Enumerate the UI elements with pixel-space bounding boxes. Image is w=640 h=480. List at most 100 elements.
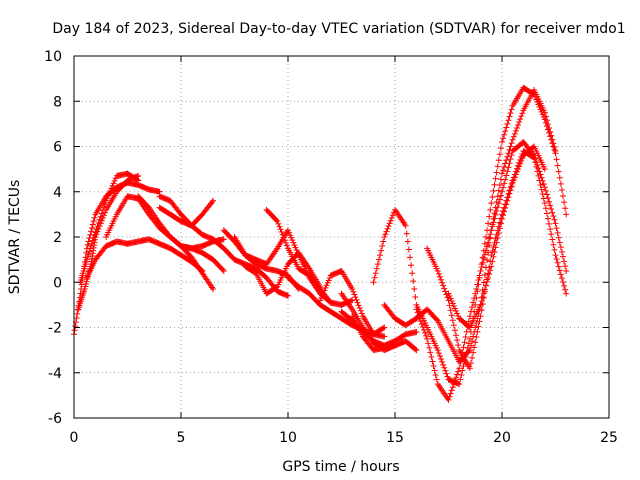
data-point [510,176,517,183]
data-point [412,293,419,300]
data-point [411,286,418,293]
data-point [90,234,97,241]
data-point [382,231,389,238]
data-point [502,176,509,183]
data-point [375,256,382,263]
data-point [88,228,95,235]
axis-ticks: 0 5 10 15 20 25 -6 -4 -2 0 2 4 6 8 10 [44,49,618,446]
data-point [392,338,398,345]
data-point [404,238,411,245]
data-point [283,242,290,249]
data-point [210,197,217,204]
data-point [381,333,388,340]
data-point [541,116,548,123]
data-point [471,344,478,351]
series-track-12 [242,249,324,297]
data-point [475,323,482,330]
data-point [489,258,496,265]
data-point [563,290,570,297]
data-point [502,128,509,135]
data-point [440,282,447,289]
data-point [277,226,284,233]
y-tick-label: -2 [48,321,62,337]
data-point [432,372,439,379]
data-point [454,371,461,378]
data-point [388,214,395,221]
x-tick-label: 0 [70,430,79,446]
data-point [533,163,540,170]
data-point [469,354,476,361]
data-point [85,238,92,245]
series-track-23 [445,143,548,331]
data-point [480,255,487,262]
data-point [513,124,520,131]
series-track-03 [77,170,142,286]
data-point [95,219,102,226]
data-point [543,123,550,130]
data-point [548,136,555,143]
data-point [555,234,562,241]
data-point [472,290,479,297]
data-point [478,298,485,305]
data-point [552,220,559,227]
data-point [546,220,553,227]
data-point [494,163,501,170]
data-point [535,172,542,179]
data-point [561,199,568,206]
data-point [541,184,548,191]
data-point [467,360,474,367]
data-point [549,209,556,216]
data-point [413,329,420,336]
data-point [476,318,483,325]
data-point [496,219,503,226]
data-point [465,340,472,347]
data-point [419,324,426,331]
data-point [536,177,543,184]
data-point [547,202,554,209]
data-point [474,281,481,288]
data-point [371,274,378,281]
data-point [502,205,509,212]
data-point [553,156,560,163]
data-point [451,377,458,384]
data-point [350,288,357,295]
data-point [134,176,141,183]
data-point [499,188,505,195]
data-point [548,231,555,238]
data-point [441,364,448,371]
data-point [506,113,513,120]
data-point [540,181,547,188]
data-point [550,241,557,248]
data-point [472,324,479,331]
x-tick-label: 5 [177,430,186,446]
data-point [558,248,565,255]
data-point [390,338,397,345]
data-point [541,166,548,173]
data-point [466,365,473,372]
data-point [91,214,98,221]
data-point [442,367,449,374]
data-point [452,374,459,381]
data-point [496,151,503,158]
data-point [88,243,95,250]
data-point [450,322,457,329]
data-point [446,302,453,309]
data-point [485,274,492,281]
data-point [504,197,511,204]
data-point [441,285,448,292]
data-point [438,276,445,283]
data-point [416,315,423,322]
data-point [90,218,97,225]
data-point [425,340,432,347]
data-point [285,292,291,299]
data-point [562,286,569,293]
data-point [495,187,502,194]
data-point [457,360,464,367]
data-point [552,252,559,259]
data-point [553,225,560,232]
data-point [93,226,100,233]
data-point [492,244,499,251]
data-point [493,239,500,246]
data-point [490,219,497,226]
